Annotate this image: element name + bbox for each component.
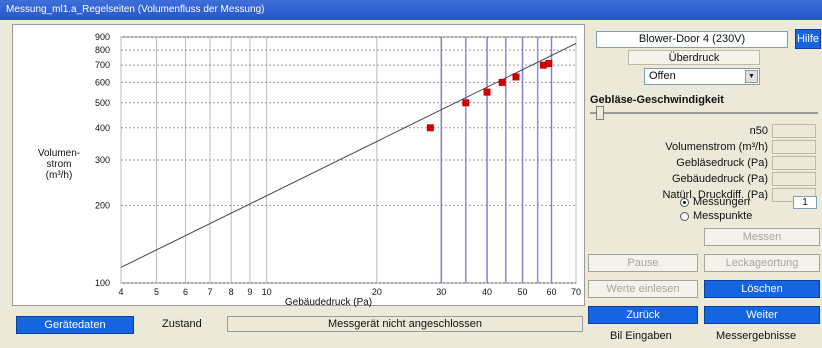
reading-label-natural-diff: Natürl. Druckdiff. (Pa) bbox=[662, 189, 768, 201]
pause-button[interactable]: Pause bbox=[588, 254, 698, 272]
speed-title: Gebläse-Geschwindigkeit bbox=[590, 94, 724, 106]
chevron-down-icon[interactable]: ▼ bbox=[745, 70, 758, 83]
data-point bbox=[426, 124, 434, 132]
readings-panel: n50 Volumenstrom (m³/h) Gebläsedruck (Pa… bbox=[590, 124, 820, 204]
reading-row: Natürl. Druckdiff. (Pa) bbox=[590, 188, 820, 203]
leakage-button[interactable]: Leckageortung bbox=[704, 254, 820, 272]
x-tick-label: 20 bbox=[372, 287, 382, 297]
x-tick-label: 9 bbox=[247, 287, 252, 297]
x-axis-label: Gebäudedruck (Pa) bbox=[285, 297, 372, 307]
load-values-button[interactable]: Werte einlesen bbox=[588, 280, 698, 298]
view-mode-radios: Messungen 1 Messpunkte bbox=[680, 196, 820, 224]
plot-frame bbox=[120, 36, 577, 284]
measure-button[interactable]: Messen bbox=[704, 228, 820, 246]
reading-value-fan-pressure bbox=[772, 156, 816, 170]
y-tick-label: 300 bbox=[95, 155, 110, 165]
x-tick-label: 40 bbox=[482, 287, 492, 297]
device-data-button[interactable]: Gerätedaten bbox=[16, 316, 134, 334]
footer-right-label: Messergebnisse bbox=[716, 330, 797, 342]
reading-label-fan-pressure: Gebläsedruck (Pa) bbox=[676, 157, 768, 169]
help-button[interactable]: Hilfe bbox=[795, 29, 821, 49]
next-button[interactable]: Weiter bbox=[704, 306, 820, 324]
data-point bbox=[539, 61, 547, 69]
state-select[interactable]: Offen ▼ bbox=[644, 68, 760, 85]
y-axis-label-line-3: (m³/h) bbox=[45, 170, 73, 181]
reading-row: n50 bbox=[590, 124, 820, 139]
speed-slider-track[interactable] bbox=[590, 112, 818, 114]
speed-slider-thumb[interactable] bbox=[596, 106, 604, 120]
x-tick-label: 10 bbox=[262, 287, 272, 297]
state-select-value: Offen bbox=[649, 70, 676, 82]
radio-points-label: Messpunkte bbox=[693, 210, 753, 222]
reading-label-flow: Volumenstrom (m³/h) bbox=[665, 141, 768, 153]
footer-left-label: Bil Eingaben bbox=[610, 330, 672, 342]
chart-panel: 4 5 6 7 8 9 10 20 30 40 50 60 70 100 200 300 400 500 600 70… bbox=[12, 24, 585, 307]
x-tick-label: 7 bbox=[207, 287, 212, 297]
reading-row: Gebläsedruck (Pa) bbox=[590, 156, 820, 171]
y-tick-label: 600 bbox=[95, 77, 110, 87]
radio-measurements[interactable]: Messungen 1 bbox=[680, 196, 820, 210]
measurement-count-field[interactable]: 1 bbox=[793, 196, 817, 209]
y-tick-label: 500 bbox=[95, 98, 110, 108]
window-title: Messung_ml1.a_Regelseiten (Volumenfluss … bbox=[0, 0, 822, 20]
measurement-chart: 4 5 6 7 8 9 10 20 30 40 50 60 70 100 200 300 400 500 600 70… bbox=[95, 32, 581, 307]
y-tick-label: 200 bbox=[95, 200, 110, 210]
x-tick-label: 60 bbox=[546, 287, 556, 297]
x-tick-label: 50 bbox=[518, 287, 528, 297]
y-tick-label: 900 bbox=[95, 32, 110, 42]
radio-points[interactable]: Messpunkte bbox=[680, 210, 820, 224]
pressure-mode-label: Überdruck bbox=[628, 50, 760, 65]
reading-label-n50: n50 bbox=[749, 125, 768, 137]
reading-value-flow bbox=[772, 140, 816, 154]
x-tick-label: 6 bbox=[183, 287, 188, 297]
y-axis-label-line-2: strom bbox=[46, 159, 72, 170]
radio-measurements-label: Messungen bbox=[693, 196, 750, 208]
reading-row: Volumenstrom (m³/h) bbox=[590, 140, 820, 155]
reading-label-building-pressure: Gebäudedruck (Pa) bbox=[672, 173, 768, 185]
reading-value-building-pressure bbox=[772, 172, 816, 186]
data-point bbox=[545, 60, 553, 68]
delete-button[interactable]: Löschen bbox=[704, 280, 820, 298]
y-tick-label: 400 bbox=[95, 123, 110, 133]
y-axis-label: Volumen- strom (m³/h) bbox=[28, 148, 90, 181]
data-point bbox=[498, 78, 506, 86]
x-tick-label: 30 bbox=[436, 287, 446, 297]
status-field: Messgerät nicht angeschlossen bbox=[227, 316, 583, 332]
reading-value-n50 bbox=[772, 124, 816, 138]
data-point bbox=[512, 73, 520, 81]
back-button[interactable]: Zurück bbox=[588, 306, 698, 324]
x-tick-label: 70 bbox=[571, 287, 581, 297]
blower-selector[interactable]: Blower-Door 4 (230V) bbox=[596, 31, 788, 48]
radio-measurements-dot[interactable] bbox=[680, 198, 689, 207]
data-point bbox=[462, 99, 470, 107]
data-point bbox=[483, 88, 491, 96]
x-tick-label: 5 bbox=[154, 287, 159, 297]
x-tick-label: 4 bbox=[118, 287, 123, 297]
status-label: Zustand bbox=[162, 318, 202, 330]
reading-row: Gebäudedruck (Pa) bbox=[590, 172, 820, 187]
x-tick-label: 8 bbox=[229, 287, 234, 297]
radio-points-dot[interactable] bbox=[680, 212, 689, 221]
y-tick-label: 800 bbox=[95, 45, 110, 55]
y-tick-label: 700 bbox=[95, 60, 110, 70]
y-axis-label-line-1: Volumen- bbox=[37, 148, 81, 159]
y-tick-label: 100 bbox=[95, 278, 110, 288]
